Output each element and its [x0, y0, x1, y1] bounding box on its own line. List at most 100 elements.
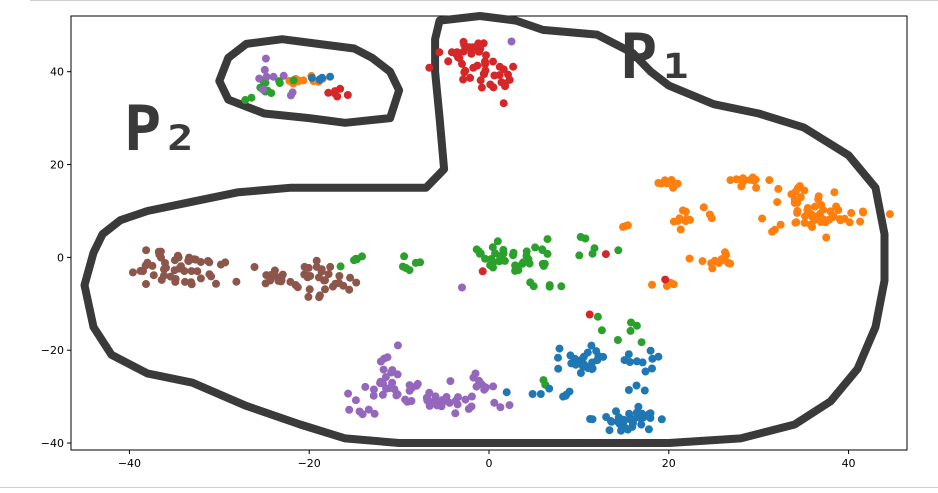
scatter-point-brown	[331, 279, 340, 288]
scatter-point-orange	[623, 221, 632, 230]
scatter-point-green	[593, 312, 602, 321]
scatter-point-orange	[671, 179, 680, 188]
scatter-point-blue	[307, 73, 316, 82]
scatter-point-purple	[255, 74, 264, 83]
scatter-point-orange	[663, 179, 672, 188]
scatter-point-brown	[302, 271, 311, 280]
top-border	[30, 0, 938, 1]
scatter-point-green	[538, 259, 547, 268]
scatter-point-red	[479, 69, 488, 78]
scatter-point-brown	[187, 280, 196, 289]
scatter-point-purple	[279, 71, 288, 80]
scatter-point-blue	[587, 365, 596, 374]
scatter-point-green	[614, 246, 623, 255]
scatter-point-purple	[369, 385, 378, 394]
scatter-point-red	[482, 51, 490, 60]
scatter-point-red	[476, 76, 485, 85]
scatter-point-purple	[490, 398, 499, 407]
scatter-point-blue	[632, 381, 641, 390]
bottom-border	[0, 487, 938, 488]
scatter-point-brown	[204, 257, 212, 265]
scatter-point-red	[585, 310, 594, 319]
hand-drawn-outlines	[80, 12, 889, 447]
scatter-point-green	[518, 259, 527, 268]
scatter-point-purple	[344, 389, 353, 398]
scatter-point-red	[467, 49, 476, 58]
scatter-point-blue	[607, 417, 616, 426]
scatter-point-brown	[346, 273, 355, 282]
scatter-point-green	[398, 262, 407, 271]
scatter-point-purple	[262, 72, 271, 81]
axis-ticks: −40 −20 0 20 40 −40 −20 0 20 40	[41, 66, 856, 470]
scatter-point-orange	[732, 175, 741, 184]
scatter-point-green	[543, 249, 552, 258]
scatter-point-purple	[388, 378, 397, 387]
scatter-point-brown	[312, 256, 321, 265]
scatter-point-brown	[191, 255, 200, 264]
scatter-point-purple	[412, 381, 421, 390]
scatter-point-brown	[317, 267, 326, 276]
scatter-point-blue	[629, 415, 638, 424]
scatter-point-red	[459, 75, 468, 84]
scatter-point-blue	[638, 358, 647, 367]
scatter-point-brown	[171, 277, 180, 286]
scatter-point-orange	[662, 282, 671, 290]
scatter-point-orange	[801, 212, 810, 221]
scatter-point-orange	[803, 204, 812, 212]
scatter-point-green	[400, 252, 409, 261]
scatter-point-red	[481, 60, 490, 68]
scatter-point-orange	[726, 176, 735, 185]
x-tick-label: 0	[486, 457, 493, 470]
scatter-point-purple	[393, 390, 402, 399]
scatter-point-brown	[250, 263, 259, 271]
x-tick-label: −40	[118, 457, 141, 470]
scatter-point-green	[486, 261, 495, 270]
scatter-point-red	[499, 99, 508, 108]
scatter-point-red	[490, 71, 499, 80]
scatter-point-purple	[351, 396, 360, 405]
scatter-point-purple	[370, 409, 379, 418]
scatter-point-brown	[304, 292, 313, 301]
scatter-point-brown	[321, 285, 329, 294]
scatter-point-green	[529, 282, 538, 291]
scatter-point-brown	[196, 274, 205, 283]
scatter-point-brown	[291, 281, 300, 289]
scatter-point-brown	[266, 271, 275, 279]
outline-p1	[80, 12, 889, 447]
scatter-point-brown	[324, 270, 333, 279]
scatter-point-brown	[321, 276, 329, 285]
scatter-point-blue	[637, 420, 646, 429]
scatter-point-green	[241, 96, 250, 104]
scatter-point-red	[444, 57, 453, 66]
scatter-point-purple	[467, 392, 476, 401]
scatter-point-orange	[648, 280, 656, 289]
scatter-point-blue	[640, 386, 649, 395]
scatter-point-brown	[174, 253, 183, 262]
scatter-point-orange	[792, 218, 801, 227]
scatter-point-red	[425, 63, 434, 72]
scatter-point-red	[499, 65, 508, 74]
scatter-point-green	[472, 245, 481, 254]
scatter-point-blue	[588, 415, 597, 424]
x-tick-label: 40	[842, 457, 856, 470]
scatter-point-orange	[795, 182, 804, 191]
scatter-point-brown	[177, 262, 185, 271]
scatter-point-green	[495, 257, 504, 266]
scatter-point-brown	[161, 259, 169, 267]
scatter-point-green	[632, 321, 641, 330]
scatter-point-blue	[602, 413, 611, 421]
scatter-point-purple	[261, 54, 270, 63]
outline-p2	[215, 35, 404, 127]
scatter-point-blue	[566, 351, 575, 360]
scatter-point-orange	[817, 201, 826, 209]
scatter-point-brown	[138, 267, 147, 275]
scatter-point-brown	[273, 273, 282, 282]
scatter-point-purple	[505, 401, 514, 410]
scatter-point-red	[469, 63, 478, 72]
scatter-point-green	[557, 282, 566, 291]
scatter-point-orange	[721, 248, 729, 257]
y-tick-label: 20	[50, 159, 64, 172]
scatter-point-green	[575, 251, 584, 260]
scatter-point-orange	[698, 257, 707, 266]
scatter-point-brown	[128, 268, 137, 277]
